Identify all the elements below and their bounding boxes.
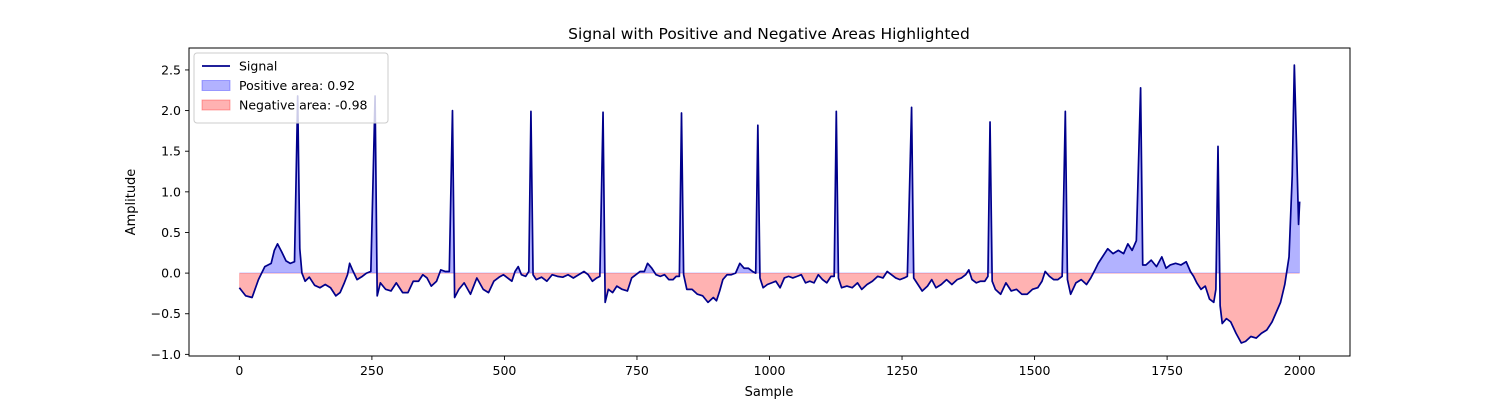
x-axis-ticks: 0 250 500 750 1000 1250 1500 1750 2000 [235,356,1316,378]
y-tick-label: 1.0 [161,184,181,199]
y-tick-label: 2.5 [161,62,181,77]
legend-fill-swatch [201,99,231,111]
x-tick-label: 500 [493,363,517,378]
chart-title: Signal with Positive and Negative Areas … [568,25,970,43]
x-tick-label: 750 [625,363,649,378]
y-tick-label: 0.5 [161,225,181,240]
legend-box [193,52,389,124]
x-tick-label: 1500 [1019,363,1051,378]
x-tick-label: 1000 [754,363,786,378]
legend-label: Signal [239,59,277,74]
y-tick-label: 0.0 [161,266,181,281]
signal-line [238,64,1301,344]
x-axis-label: Sample [745,385,794,400]
legend-label: Negative area: -0.98 [239,98,368,113]
y-tick-label: −1.0 [151,347,181,362]
y-axis-label: Amplitude [124,169,139,236]
x-tick-label: 250 [360,363,384,378]
x-tick-label: 0 [235,363,243,378]
y-tick-label: −0.5 [151,306,181,321]
x-tick-label: 1750 [1151,363,1183,378]
line-layer [238,64,1301,344]
legend-label: Positive area: 0.92 [239,78,355,93]
y-axis-ticks: −1.0 −0.5 0.0 0.5 1.0 1.5 2.0 2.5 [151,62,189,362]
legend-fill-swatch [201,80,231,91]
y-tick-label: 1.5 [161,144,181,159]
y-tick-label: 2.0 [161,103,181,118]
x-tick-label: 1250 [886,363,918,378]
x-tick-label: 2000 [1284,363,1316,378]
legend: Signal Positive area: 0.92 Negative area: … [193,52,389,124]
